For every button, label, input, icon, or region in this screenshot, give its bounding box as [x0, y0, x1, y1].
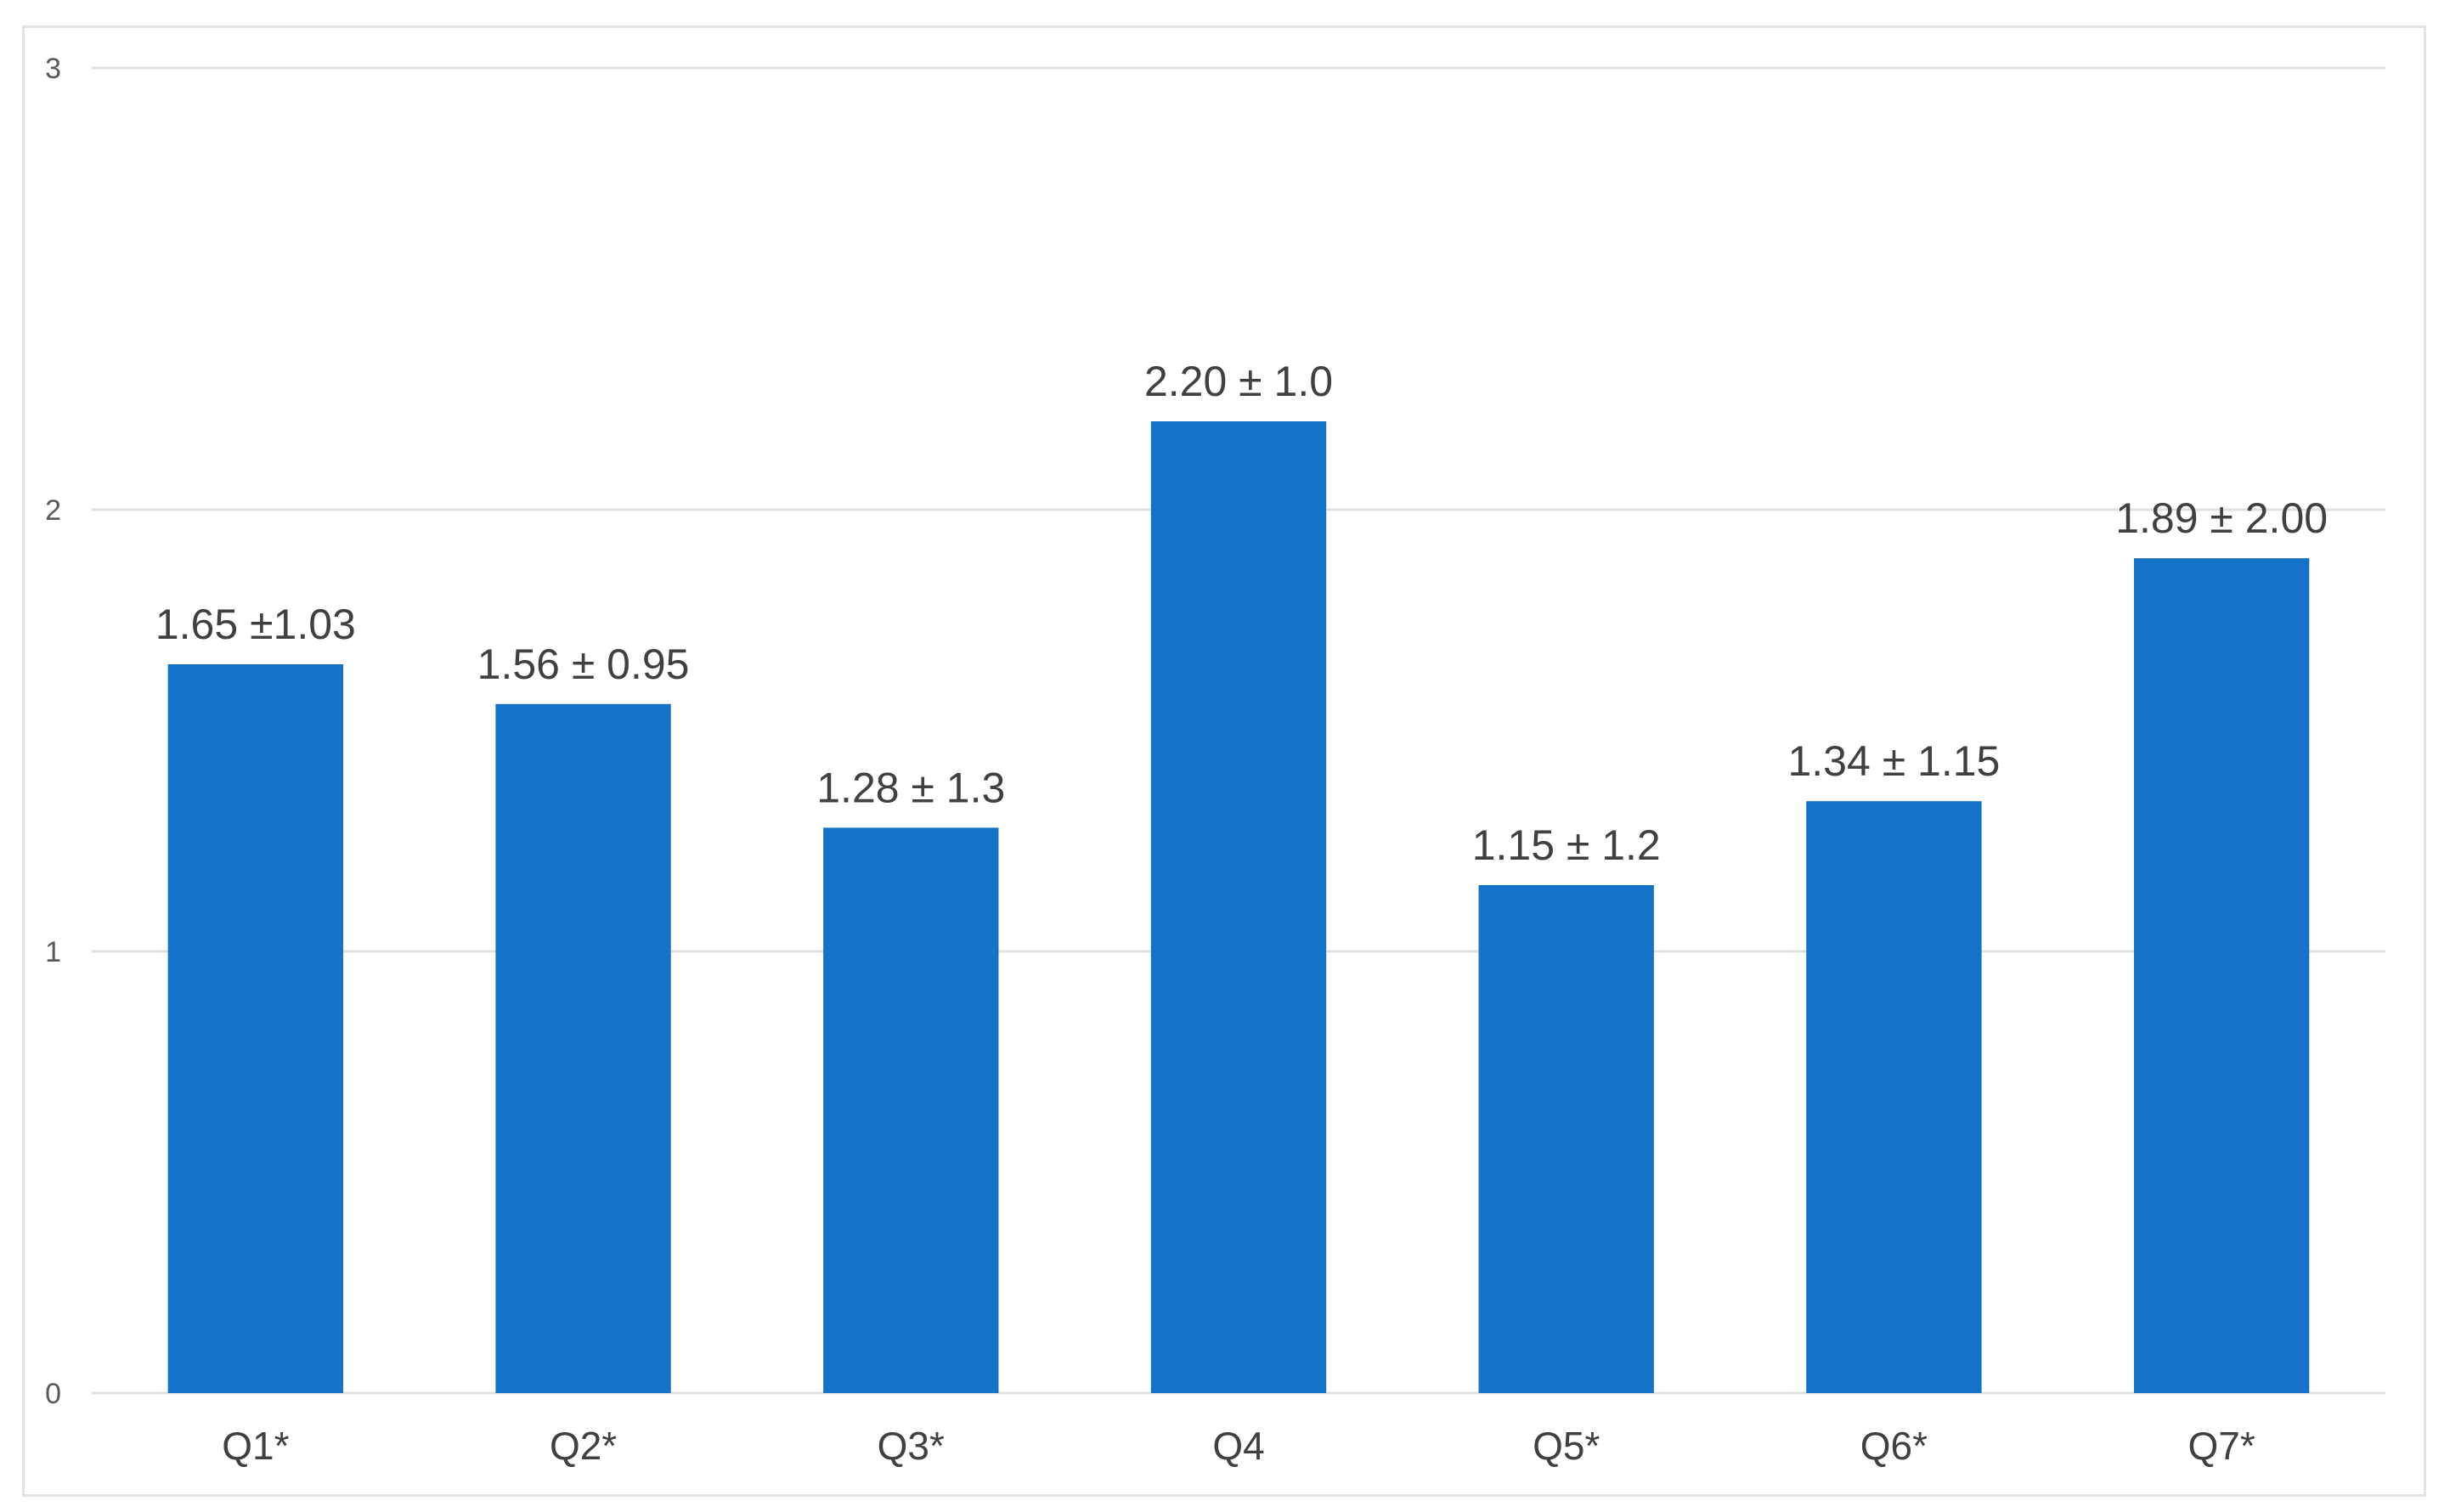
x-tick-label-Q6: Q6*	[1860, 1424, 1928, 1468]
y-axis-ticks: 0 1 2 3	[45, 53, 61, 1410]
data-label-Q3: 1.28 ± 1.3	[816, 764, 1005, 811]
y-tick-label: 1	[45, 936, 61, 968]
x-tick-label-Q1: Q1*	[222, 1424, 289, 1468]
bar-Q7	[2133, 558, 2310, 1393]
data-label-Q1: 1.65 ±1.03	[155, 601, 356, 648]
x-tick-label-Q5: Q5*	[1533, 1424, 1600, 1468]
y-tick-label: 3	[45, 53, 61, 85]
x-tick-label-Q7: Q7*	[2188, 1424, 2255, 1468]
x-tick-label-Q4: Q4	[1212, 1424, 1264, 1468]
y-tick-label: 0	[45, 1378, 61, 1410]
data-label-Q2: 1.56 ± 0.95	[477, 640, 690, 688]
bar-Q5	[1478, 885, 1654, 1393]
data-label-Q7: 1.89 ± 2.00	[2115, 494, 2328, 542]
bar-Q6	[1806, 801, 1982, 1393]
bar-Q1	[167, 664, 344, 1393]
data-label-Q4: 2.20 ± 1.0	[1144, 358, 1333, 405]
data-label-Q6: 1.34 ± 1.15	[1787, 737, 2000, 785]
bar-Q3	[823, 827, 999, 1393]
y-tick-label: 2	[45, 494, 61, 527]
bars	[167, 421, 2310, 1393]
data-label-Q5: 1.15 ± 1.2	[1472, 821, 1661, 869]
x-tick-label-Q2: Q2*	[550, 1424, 617, 1468]
data-labels: 1.65 ±1.03 1.56 ± 0.95 1.28 ± 1.3 2.20 ± 1.…	[155, 358, 2328, 869]
bar-Q4	[1150, 421, 1327, 1393]
x-tick-label-Q3: Q3*	[878, 1424, 945, 1468]
bar-Q2	[495, 703, 671, 1393]
x-axis-ticks: Q1* Q2* Q3* Q4 Q5* Q6* Q7*	[222, 1424, 2255, 1468]
